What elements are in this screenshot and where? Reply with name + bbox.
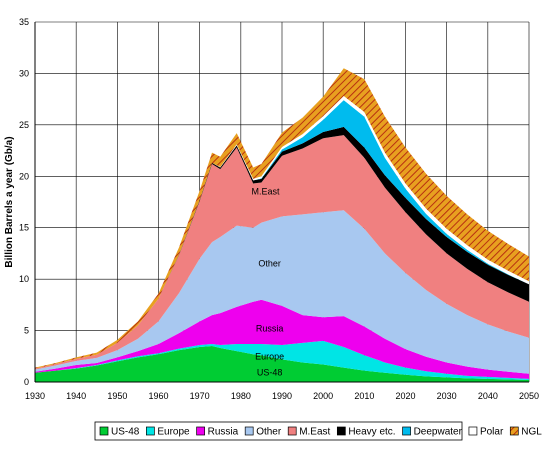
x-tick-label: 2030 [437,391,457,401]
legend-label-europe: Europe [157,427,190,438]
annotations: M.East Other Russia Europe US-48 [252,187,285,378]
legend-swatch-europe [146,426,155,436]
legend-frame [94,421,463,441]
area-ngl [35,68,529,369]
y-axis-title: Billion Barrels a year (Gb/a) [4,136,15,267]
x-tick-label: 2040 [478,391,498,401]
legend-swatch-m-east [287,426,297,436]
legend-swatch-us-48 [99,426,109,436]
legend-label-us-48: US-48 [111,427,140,438]
y-tick-label: 20 [19,171,29,181]
area-us-48 [35,346,529,382]
legend-label-other: Other [256,427,282,438]
legend-label-ngl: NGL [521,427,542,438]
y-tick-label: 25 [19,120,29,130]
annotation-us-48: US-48 [257,368,283,378]
legend-swatch-heavy-etc [336,426,346,436]
legend-label-polar: Polar [480,427,504,438]
x-tick-label: 2050 [519,391,539,401]
x-tick-label: 2020 [395,391,415,401]
area-m-east [35,135,529,370]
x-tick-label: 1980 [231,391,251,401]
legend-label-heavy-etc: Heavy etc. [348,427,395,438]
annotation-europe: Europe [255,351,284,361]
area-europe [35,340,529,380]
legend-swatch-polar [468,426,478,436]
y-tick-label: 10 [19,274,29,284]
axes: 0 5 10 15 20 25 30 35 1930 1940 1950 1960 1970 1980 19… [19,17,539,401]
y-tick-label: 0 [24,377,29,387]
y-tick-label: 5 [24,326,29,336]
annotation-russia: Russia [256,324,284,334]
legend-swatch-other [244,426,254,436]
series-areas [35,68,529,382]
area-other [35,210,529,374]
legend-label-m-east: M.East [299,427,330,438]
x-tick-label: 1940 [66,391,86,401]
legend: US-48 Europe Russia Other M.East Heavy etc. De… [94,421,542,441]
x-tick-label: 2000 [313,391,333,401]
x-tick-label: 1950 [107,391,127,401]
legend-swatch-russia [196,426,205,436]
legend-label-deepwater: Deepwater [414,427,463,438]
legend-swatch-deepwater [402,426,411,436]
annotation-other: Other [258,259,281,269]
annotation-m-east: M.East [252,187,281,197]
x-tick-label: 1960 [148,391,168,401]
y-tick-label: 15 [19,223,29,233]
x-tick-label: 2010 [354,391,374,401]
y-tick-label: 30 [19,68,29,78]
x-tick-label: 1930 [25,391,45,401]
y-tick-label: 35 [19,17,29,27]
legend-label-russia: Russia [208,427,239,438]
x-tick-label: 1990 [272,391,292,401]
area-russia [35,299,529,379]
legend-swatch-ngl [509,426,519,436]
x-tick-label: 1970 [190,391,210,401]
